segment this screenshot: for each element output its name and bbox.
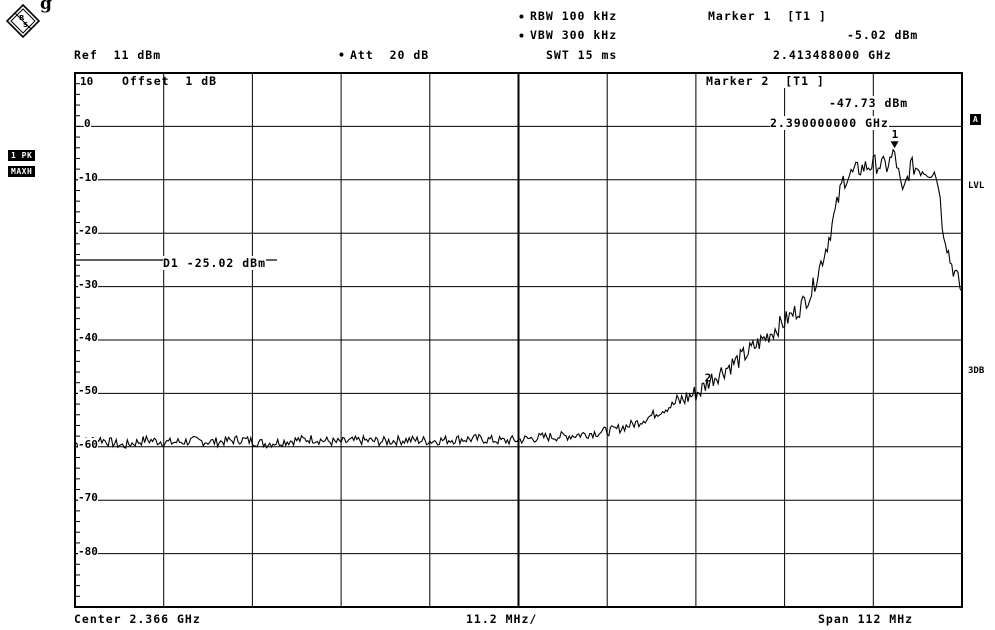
y-tick-label: -60 bbox=[78, 437, 98, 451]
marker2-level: -47.73 dBm bbox=[829, 96, 909, 110]
display-line-label: D1 -25.02 dBm bbox=[163, 256, 267, 270]
svg-text:R: R bbox=[19, 14, 25, 22]
y-tick-label: 10 bbox=[80, 75, 94, 88]
header-fragment: g bbox=[40, 0, 52, 14]
marker-1-symbol bbox=[890, 141, 899, 149]
reference-level: Ref 11 dBm bbox=[74, 48, 162, 62]
y-tick-label: -20 bbox=[78, 224, 98, 238]
trace-a-badge: A bbox=[970, 114, 982, 125]
trace-line bbox=[74, 148, 963, 449]
trace-detector-badge: 1 PK bbox=[8, 150, 36, 161]
rohde-schwarz-logo: R S bbox=[6, 4, 40, 38]
spectrum-trace bbox=[74, 148, 963, 449]
marker2-frequency: 2.390000000 GHz bbox=[770, 116, 889, 130]
vbw-setting: VBW 300 kHz bbox=[530, 28, 618, 42]
att-bullet: • bbox=[338, 48, 346, 62]
vbw-bullet: • bbox=[518, 29, 526, 43]
marker-1-label: 1 bbox=[892, 128, 899, 141]
rbw-setting: RBW 100 kHz bbox=[530, 9, 618, 23]
span: Span 112 MHz bbox=[818, 612, 914, 626]
offset-label: Offset 1 dB bbox=[122, 74, 218, 88]
y-tick-label: 0 bbox=[84, 117, 91, 131]
center-frequency: Center 2.366 GHz bbox=[74, 612, 201, 626]
y-tick-label: -40 bbox=[78, 331, 98, 344]
frequency-per-division: 11.2 MHz/ bbox=[466, 612, 538, 626]
marker1-title: Marker 1 [T1 ] bbox=[708, 9, 827, 23]
marker1-level: -5.02 dBm bbox=[847, 28, 919, 42]
sweep-time: SWT 15 ms bbox=[546, 48, 618, 62]
trace-mode-badge: MAXH bbox=[8, 166, 36, 177]
level-indicator: LVL bbox=[968, 181, 985, 191]
plot-overlay: 12 bbox=[705, 128, 899, 384]
three-db-indicator: 3DB bbox=[968, 366, 985, 376]
y-tick-label: -50 bbox=[78, 384, 98, 398]
y-tick-label: -70 bbox=[78, 491, 98, 505]
marker-2-label: 2 bbox=[705, 371, 712, 384]
y-tick-label: -10 bbox=[78, 170, 98, 184]
rbw-bullet: • bbox=[518, 10, 526, 24]
svg-text:S: S bbox=[23, 21, 28, 29]
attenuation: Att 20 dB bbox=[350, 48, 430, 62]
y-tick-label: -30 bbox=[78, 277, 98, 291]
y-tick-label: -80 bbox=[78, 544, 98, 558]
marker2-title: Marker 2 [T1 ] bbox=[706, 74, 825, 88]
marker1-frequency: 2.413488000 GHz bbox=[773, 48, 892, 62]
plot-grid bbox=[74, 72, 963, 608]
